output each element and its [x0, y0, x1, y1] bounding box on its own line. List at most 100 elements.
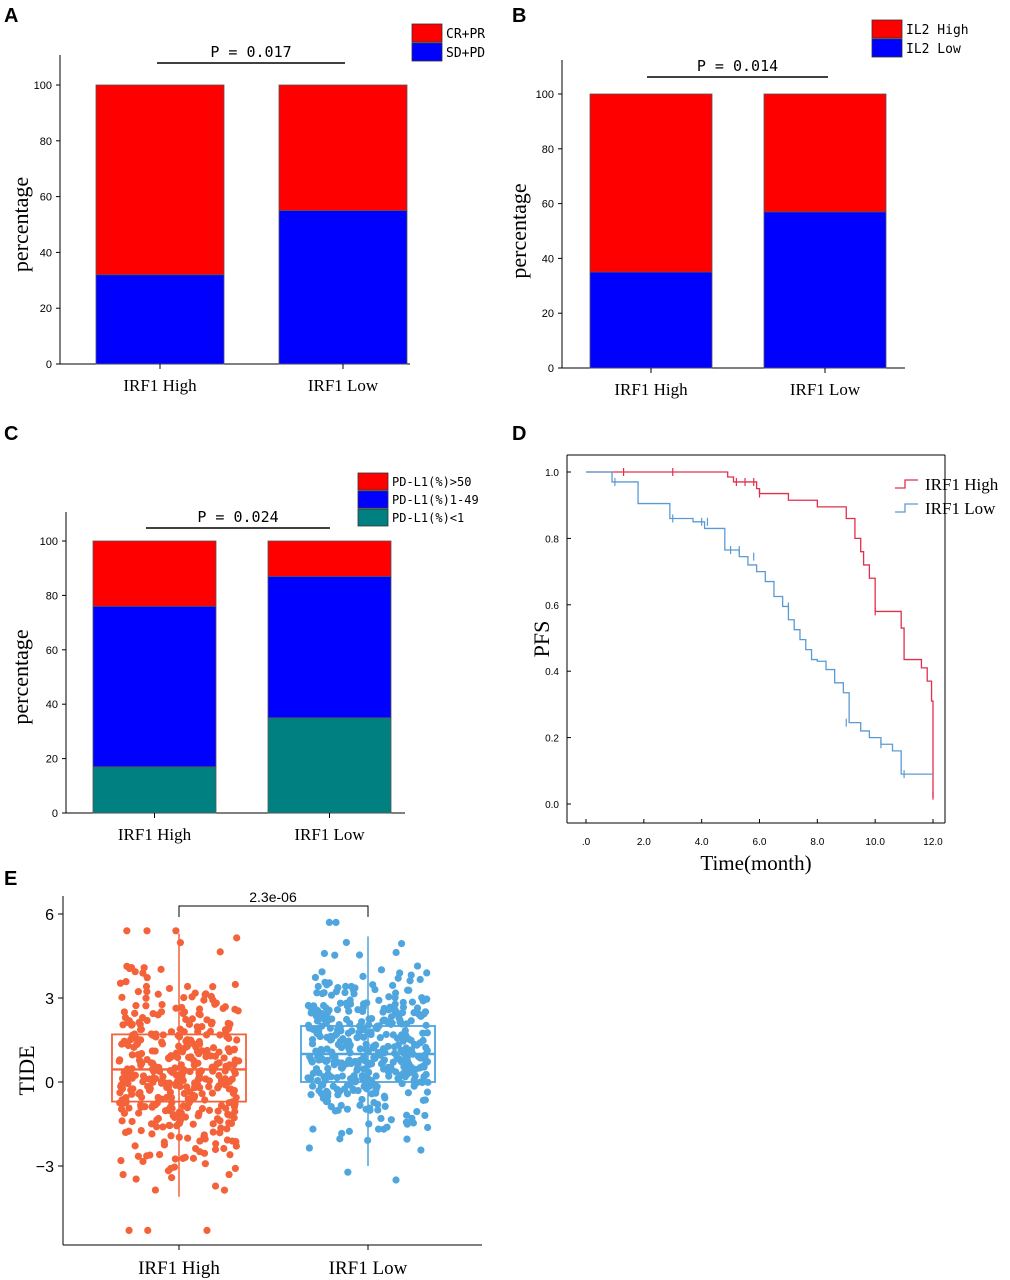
data-point [230, 1046, 238, 1054]
data-point [154, 990, 162, 998]
data-point [147, 1120, 156, 1128]
data-point [132, 1002, 140, 1010]
y-tick-label: 100 [536, 89, 554, 101]
data-point [215, 1059, 223, 1067]
data-point [371, 985, 379, 994]
bar-1 [763, 211, 887, 369]
data-point [220, 1144, 228, 1153]
data-point [226, 1151, 234, 1159]
data-point [381, 1016, 389, 1024]
data-point [356, 1045, 364, 1053]
data-point [353, 1033, 361, 1042]
x-tick-label: IRF1 Low [308, 376, 379, 395]
data-point [307, 1004, 315, 1012]
data-point [355, 951, 364, 959]
data-point [350, 1072, 358, 1080]
data-point [349, 1085, 357, 1093]
data-point [313, 989, 321, 997]
data-point [176, 1082, 184, 1091]
data-point [170, 1163, 179, 1171]
data-point [421, 1096, 429, 1104]
y-tick-label: 20 [40, 303, 52, 315]
data-point [225, 1061, 234, 1069]
y-tick-label: 60 [40, 192, 52, 204]
data-point [118, 993, 126, 1001]
data-point [196, 1011, 204, 1019]
data-point [313, 1017, 322, 1025]
data-point [145, 1075, 153, 1083]
data-point [403, 986, 412, 994]
data-point [377, 1114, 385, 1123]
data-point [342, 938, 350, 947]
data-point [117, 1156, 125, 1165]
data-point [320, 989, 328, 997]
y-tick-label: 0 [548, 363, 554, 375]
data-point [143, 988, 151, 996]
x-tick-label: 10.0 [865, 837, 885, 848]
data-point [391, 994, 399, 1002]
y-tick-label: 0.6 [545, 601, 559, 612]
data-point [139, 969, 147, 977]
data-point [211, 1145, 220, 1154]
data-point [182, 1015, 190, 1024]
data-point [403, 1111, 411, 1119]
y-tick-label: 60 [542, 199, 554, 211]
data-point [392, 1176, 400, 1184]
data-point [212, 1140, 220, 1148]
data-point [350, 990, 358, 998]
data-point [305, 1144, 314, 1152]
data-point [372, 1072, 380, 1080]
data-point [230, 1114, 238, 1122]
data-point [188, 1015, 197, 1023]
data-point [206, 1027, 215, 1036]
y-axis-label: TIDE [14, 1045, 39, 1095]
data-point [371, 1054, 379, 1063]
data-point [184, 1134, 192, 1142]
bar-1 [92, 766, 217, 814]
p-value-label: P = 0.014 [697, 57, 778, 75]
data-point [179, 1009, 187, 1018]
chart-panel-e: −3 0 3 6 TIDE IRF1 High IRF1 Low 2.3e-06 [14, 889, 482, 1279]
x-tick-label: 2.0 [637, 837, 651, 848]
data-point [342, 982, 350, 990]
data-point [344, 1029, 353, 1037]
data-point [401, 1026, 409, 1035]
data-point [374, 1100, 382, 1108]
legend-label: PD-L1(%)1-49 [392, 493, 479, 507]
data-point [381, 1102, 389, 1111]
data-point [120, 1008, 128, 1016]
bar-1 [278, 210, 408, 365]
bar-1 [589, 271, 713, 369]
legend-swatch [871, 38, 903, 58]
data-point [172, 1004, 180, 1012]
data-point [183, 982, 192, 991]
data-point [343, 1105, 352, 1113]
data-point [360, 1082, 368, 1091]
legend-label: IL2 High [906, 23, 969, 38]
data-point [142, 1002, 150, 1010]
data-point [322, 1004, 330, 1012]
data-point [151, 1101, 160, 1109]
data-point [148, 1130, 156, 1138]
data-point [217, 1101, 226, 1110]
legend-swatch [357, 508, 389, 527]
data-point [209, 1044, 218, 1052]
data-point [139, 1072, 148, 1080]
bar-2 [278, 84, 408, 211]
y-tick-label: 0.4 [545, 667, 559, 678]
data-point [201, 1096, 209, 1104]
data-point [166, 1067, 174, 1075]
panel-letter-c: C [4, 423, 18, 445]
data-point [367, 1028, 375, 1036]
data-point [144, 1226, 152, 1234]
data-point [332, 918, 340, 927]
legend-swatch [411, 23, 443, 43]
data-point [311, 973, 320, 982]
data-point [168, 1174, 176, 1182]
data-point [220, 1054, 228, 1062]
legend-line [895, 503, 918, 513]
data-point [356, 1101, 364, 1109]
data-point [119, 1170, 127, 1179]
data-point [309, 1125, 317, 1133]
y-tick-label: 0.2 [545, 734, 559, 745]
